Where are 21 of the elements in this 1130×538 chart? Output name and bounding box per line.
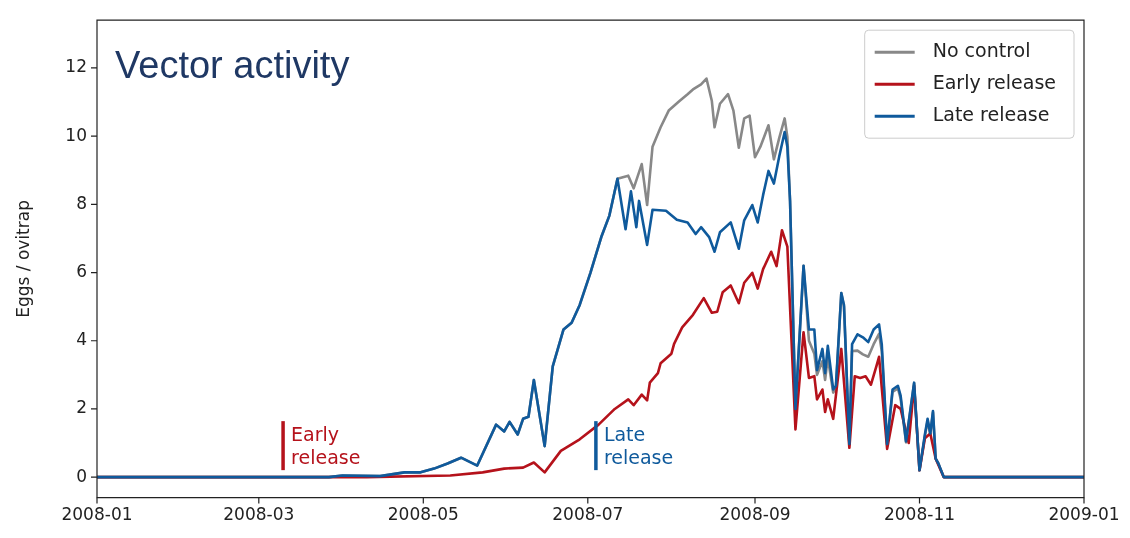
y-tick-label: 10 xyxy=(65,124,87,145)
legend-label: No control xyxy=(932,39,1031,62)
ref-line-label: Late release xyxy=(603,423,674,469)
text: Vector activity xyxy=(115,44,350,87)
legend-label: Late release xyxy=(932,103,1050,126)
x-tick-label: 2008-09 xyxy=(719,504,791,525)
y-tick-label: 12 xyxy=(65,56,87,77)
legend-label: Early release xyxy=(932,71,1057,94)
x-tick-label: 2009-01 xyxy=(1048,504,1120,525)
x-tick-label: 2008-07 xyxy=(552,504,624,525)
x-tick-label: 2008-05 xyxy=(387,504,459,525)
x-tick-label: 2008-11 xyxy=(883,504,956,525)
y-tick-label: 6 xyxy=(76,260,87,281)
y-axis-title: Eggs / ovitrap xyxy=(12,200,33,318)
y-tick-label: 4 xyxy=(76,329,87,350)
y-tick-label: 0 xyxy=(76,465,87,486)
x-tick-label: 2008-03 xyxy=(223,504,295,525)
y-tick-label: 2 xyxy=(76,397,87,418)
x-tick-label: 2008-01 xyxy=(61,504,133,525)
ref-line-label: Early release xyxy=(291,423,361,469)
y-tick-label: 8 xyxy=(76,192,87,213)
